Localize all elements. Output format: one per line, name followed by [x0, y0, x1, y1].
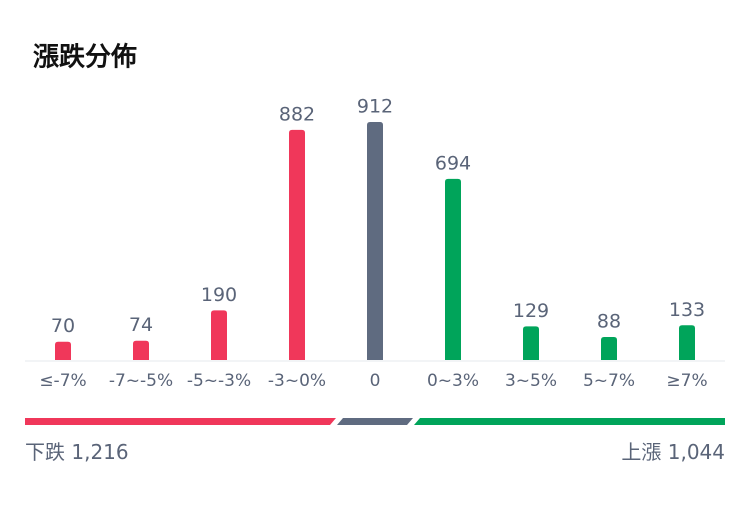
bar — [445, 178, 461, 360]
bar — [679, 325, 695, 360]
value-label: 129 — [513, 300, 549, 322]
x-tick-label: 0 — [370, 371, 381, 391]
up-label: 上漲 — [621, 440, 661, 464]
value-label: 70 — [51, 315, 75, 337]
flat-segment — [337, 418, 413, 425]
x-tick-label: ≤-7% — [39, 371, 86, 391]
x-tick-label: 0~3% — [427, 371, 479, 391]
x-tick-label: 3~5% — [505, 371, 557, 391]
value-label: 694 — [435, 152, 471, 174]
x-tick-label: -3~0% — [268, 371, 326, 391]
up-segment — [414, 418, 725, 425]
x-tick-label: 5~7% — [583, 371, 635, 391]
up-value: 1,044 — [668, 440, 725, 464]
bar — [367, 122, 383, 360]
value-label: 88 — [597, 311, 621, 333]
bar — [133, 340, 149, 360]
value-label: 190 — [201, 284, 237, 306]
value-label: 74 — [129, 314, 153, 336]
chart-title: 漲跌分佈 — [33, 42, 137, 73]
down-summary: 下跌 1,216 — [25, 440, 129, 464]
bar — [289, 129, 305, 360]
down-label: 下跌 — [25, 440, 65, 464]
bar — [211, 310, 227, 360]
x-tick-label: -5~-3% — [187, 371, 251, 391]
x-tick-label: -7~-5% — [109, 371, 173, 391]
value-label: 133 — [669, 299, 705, 321]
value-label: 912 — [357, 96, 393, 118]
bar — [601, 337, 617, 360]
up-summary: 上漲 1,044 — [621, 440, 725, 464]
x-tick-label: ≥7% — [666, 371, 707, 391]
down-segment — [25, 418, 336, 425]
value-label: 882 — [279, 103, 315, 125]
down-value: 1,216 — [71, 440, 128, 464]
bar — [55, 341, 71, 360]
bar — [523, 326, 539, 360]
